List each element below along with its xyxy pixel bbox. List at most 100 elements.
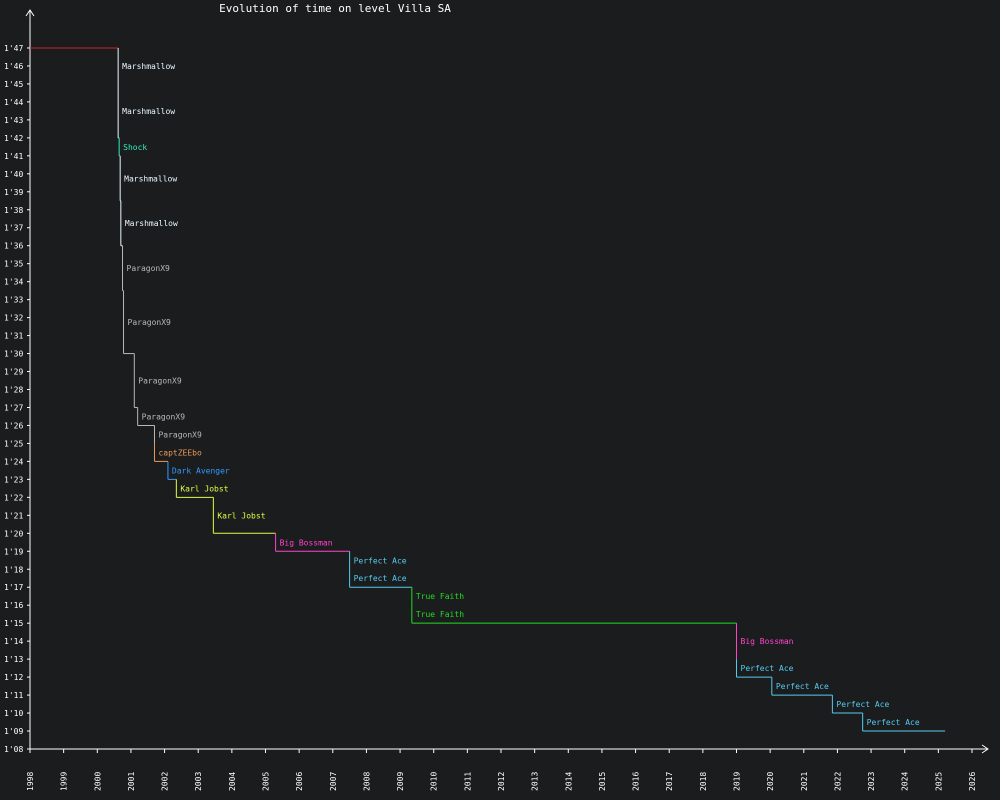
x-tick-label: 2003 <box>194 772 203 791</box>
y-tick-label: 1'19 <box>4 547 23 556</box>
record-holder-label: Perfect Ace <box>741 664 794 673</box>
axes <box>25 9 989 754</box>
y-tick-label: 1'43 <box>4 116 23 125</box>
y-tick-label: 1'41 <box>4 152 23 161</box>
y-axis-arrow <box>25 9 35 17</box>
x-tick-label: 2000 <box>93 772 102 791</box>
record-holder-label: Perfect Ace <box>867 718 920 727</box>
x-tick-label: 2026 <box>968 772 977 791</box>
x-axis-ticks: 1998 1999 2000 2001 2002 2003 2004 2005 2006 2007… <box>26 749 977 791</box>
x-tick-label: 2017 <box>665 772 674 791</box>
y-tick-label: 1'47 <box>4 44 23 53</box>
x-tick-label: 2008 <box>362 772 371 791</box>
y-tick-label: 1'45 <box>4 80 23 89</box>
x-tick-label: 2019 <box>733 772 742 791</box>
x-tick-label: 2018 <box>699 772 708 791</box>
y-tick-label: 1'31 <box>4 332 23 341</box>
y-tick-label: 1'17 <box>4 583 23 592</box>
y-tick-label: 1'38 <box>4 206 23 215</box>
record-holder-label: ParagonX9 <box>128 318 172 327</box>
record-holder-label: Big Bossman <box>741 637 794 646</box>
x-tick-label: 2011 <box>463 772 472 791</box>
x-tick-label: 2004 <box>228 772 237 791</box>
y-tick-label: 1'29 <box>4 368 23 377</box>
y-tick-label: 1'34 <box>4 278 23 287</box>
y-tick-label: 1'32 <box>4 314 23 323</box>
y-tick-label: 1'10 <box>4 709 23 718</box>
record-holder-label: Marshmallow <box>122 62 175 71</box>
y-tick-label: 1'27 <box>4 403 23 412</box>
y-tick-label: 1'25 <box>4 439 23 448</box>
record-holder-label: ParagonX9 <box>138 377 182 386</box>
x-tick-label: 2012 <box>497 772 506 791</box>
record-holder-label: True Faith <box>416 592 464 601</box>
x-tick-label: 2001 <box>127 772 136 791</box>
y-tick-label: 1'37 <box>4 224 23 233</box>
record-holder-label: Big Bossman <box>280 538 333 547</box>
record-holder-label: Marshmallow <box>125 219 178 228</box>
y-tick-label: 1'16 <box>4 601 23 610</box>
record-holder-label: ParagonX9 <box>127 264 171 273</box>
x-axis-arrow <box>981 744 989 754</box>
y-tick-label: 1'21 <box>4 511 23 520</box>
x-tick-label: 2021 <box>800 772 809 791</box>
record-holder-label: Marshmallow <box>122 107 175 116</box>
x-tick-label: 2015 <box>598 772 607 791</box>
x-tick-label: 2014 <box>564 772 573 791</box>
x-tick-label: 2024 <box>901 772 910 791</box>
x-tick-label: 2009 <box>396 772 405 791</box>
x-tick-label: 2023 <box>867 772 876 791</box>
record-holder-label: Marshmallow <box>124 174 177 183</box>
y-axis-ticks: 1'08 1'09 1'10 1'11 1'12 1'13 1'14 1'15 1'16 1'17… <box>4 44 30 754</box>
x-tick-label: 2010 <box>430 772 439 791</box>
record-holder-label: Perfect Ace <box>836 700 889 709</box>
x-tick-label: 1999 <box>60 772 69 791</box>
y-tick-label: 1'36 <box>4 242 23 251</box>
record-holder-label: Karl Jobst <box>217 511 265 520</box>
record-holder-label: Perfect Ace <box>354 574 407 583</box>
record-holder-label: captZEEbo <box>158 448 202 457</box>
y-tick-label: 1'35 <box>4 260 23 269</box>
y-tick-label: 1'46 <box>4 62 23 71</box>
y-tick-label: 1'44 <box>4 98 23 107</box>
x-tick-label: 2020 <box>766 772 775 791</box>
x-tick-label: 2006 <box>295 772 304 791</box>
y-tick-label: 1'33 <box>4 296 23 305</box>
y-tick-label: 1'24 <box>4 457 23 466</box>
record-holder-label: Perfect Ace <box>776 682 829 691</box>
y-tick-label: 1'39 <box>4 188 23 197</box>
record-holder-label: Shock <box>123 143 147 152</box>
record-holder-label: Perfect Ace <box>354 556 407 565</box>
y-tick-label: 1'08 <box>4 745 23 754</box>
x-tick-label: 2016 <box>632 772 641 791</box>
y-tick-label: 1'30 <box>4 350 23 359</box>
y-tick-label: 1'18 <box>4 565 23 574</box>
record-labels: Marshmallow Marshmallow Shock Marshmallow Ma… <box>122 62 920 727</box>
y-tick-label: 1'23 <box>4 475 23 484</box>
y-tick-label: 1'42 <box>4 134 23 143</box>
y-tick-label: 1'40 <box>4 170 23 179</box>
y-tick-label: 1'09 <box>4 727 23 736</box>
y-tick-label: 1'13 <box>4 655 23 664</box>
y-tick-label: 1'15 <box>4 619 23 628</box>
record-holder-label: ParagonX9 <box>142 412 186 421</box>
record-holder-label: ParagonX9 <box>158 430 202 439</box>
chart-title: Evolution of time on level Villa SA <box>219 2 451 15</box>
x-tick-label: 2007 <box>329 772 338 791</box>
x-tick-label: 2005 <box>262 772 271 791</box>
y-tick-label: 1'14 <box>4 637 23 646</box>
x-tick-label: 2025 <box>934 772 943 791</box>
y-tick-label: 1'20 <box>4 529 23 538</box>
y-tick-label: 1'28 <box>4 386 23 395</box>
record-holder-label: True Faith <box>416 610 464 619</box>
x-tick-label: 2002 <box>161 772 170 791</box>
x-tick-label: 2022 <box>833 772 842 791</box>
y-tick-label: 1'12 <box>4 673 23 682</box>
y-tick-label: 1'22 <box>4 493 23 502</box>
y-tick-label: 1'11 <box>4 691 23 700</box>
x-tick-label: 1998 <box>26 772 35 791</box>
record-steps <box>30 47 946 732</box>
record-holder-label: Karl Jobst <box>180 484 228 493</box>
record-holder-label: Dark Avenger <box>172 466 230 475</box>
